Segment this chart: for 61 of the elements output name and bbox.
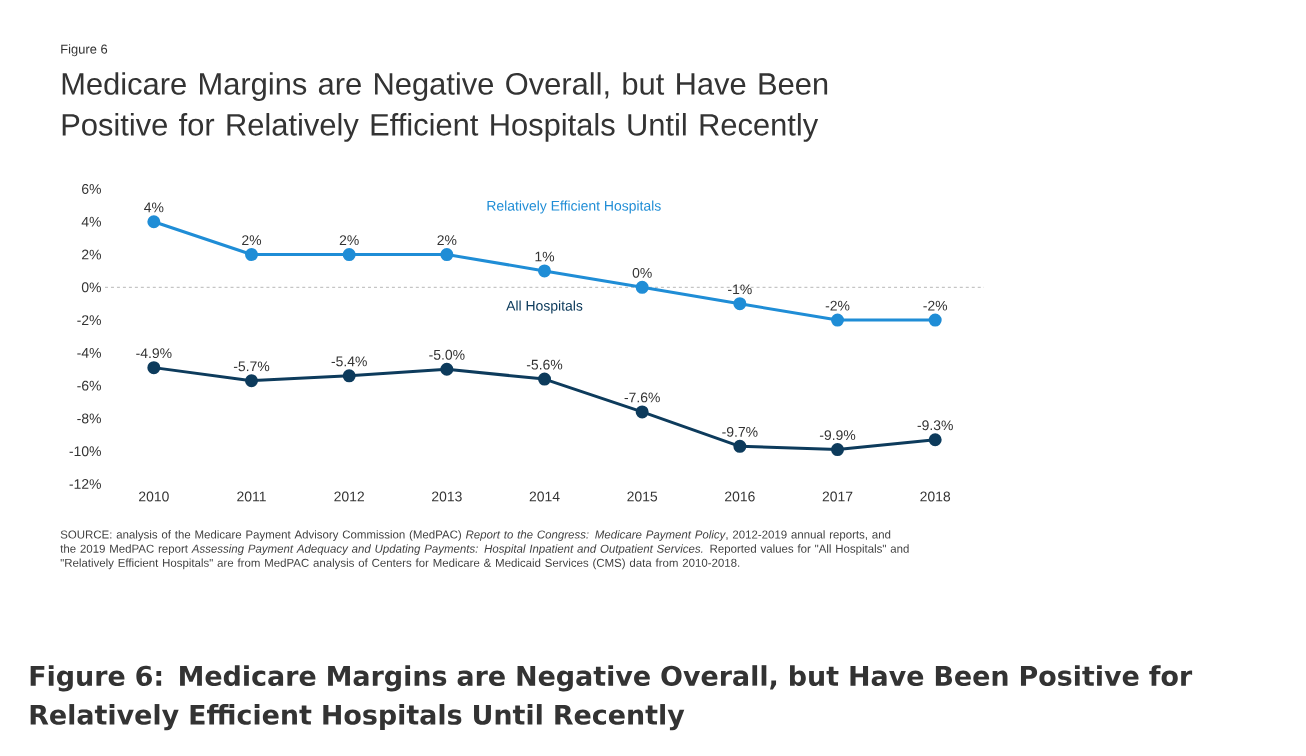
x-tick-label: 2014 [529, 491, 560, 502]
text: SOURCE: analysis of the Medicare Payment Advisory Commission (MedPAC) Report to the Congress: Medicare Payment Policy, 2012-2019 annual reports, and the 2019 MedPAC report Assessing Payment Adequacy and Updating Payments: Hospital Inpatient and Outpatient Services. Reported values for "All Hospitals" and "Relatively Efficient Hospitals" are from MedPAC analysis of Centers for Medicare & Medicaid Services (CMS) data from 2010-2018. [60, 530, 909, 570]
chart-title: Medicare Margins are Negative Overall, but Have Been Positive for Relatively Efficient Hospitals Until Recently [62, 72, 828, 142]
y-tick-label: 2% [82, 249, 101, 260]
x-tick-label: 2010 [139, 491, 169, 502]
caption: Figure 6 [61, 44, 108, 57]
data-label: -5.4% [331, 356, 367, 367]
point [342, 248, 356, 262]
data-label: -9.9% [819, 430, 856, 441]
point [147, 215, 161, 229]
y-tick-label: -6% [77, 380, 101, 391]
data-label: -2% [825, 300, 850, 311]
data-label: -1% [728, 284, 752, 295]
data-label: -7.6% [624, 392, 660, 403]
data-label: -9.3% [917, 420, 953, 431]
point [928, 433, 942, 447]
point [831, 313, 845, 327]
x-tick-label: 2011 [237, 491, 266, 502]
point [733, 439, 747, 453]
point [440, 248, 454, 262]
data-label: -4.9% [136, 348, 172, 359]
y-tick-label: 6% [82, 184, 101, 194]
y-tick-label: 0% [81, 282, 101, 293]
y-tick-label: -12% [69, 479, 101, 489]
data-label: -5.6% [526, 359, 563, 370]
caption: Figure 6: Medicare Margins are Negative Overall, but Have Been Positive for Relatively Efficient Hospitals Until Recently [30, 665, 1193, 731]
point [538, 264, 552, 278]
point [538, 372, 552, 386]
y-tick-label: 4% [81, 216, 101, 227]
x-tick-label: 2015 [627, 491, 658, 502]
y-tick-label: -2% [77, 315, 101, 326]
data-label: 2% [242, 235, 262, 246]
y-tick-label: -8% [77, 413, 101, 424]
point [733, 297, 747, 311]
x-tick-label: 2012 [334, 491, 364, 502]
y-tick-label: -4% [77, 347, 101, 358]
data-label: -2% [923, 300, 948, 311]
data-label: 4% [144, 202, 164, 213]
x-tick-label: 2016 [725, 491, 755, 502]
data-label: 2% [339, 235, 359, 246]
x-tick-label: 2018 [920, 491, 951, 502]
point [245, 374, 258, 388]
text: All Hospitals [506, 300, 583, 314]
point [245, 248, 258, 262]
data-label: -9.7% [722, 426, 758, 437]
data-label: 0% [632, 267, 652, 278]
point [635, 280, 649, 294]
point [440, 362, 454, 376]
text: Relatively Efficient Hospitals [487, 200, 661, 214]
data-label: -5.7% [233, 361, 270, 372]
x-tick-label: 2017 [822, 491, 853, 502]
x-tick-label: 2013 [432, 491, 462, 502]
point [342, 369, 356, 383]
point [147, 361, 161, 375]
point [831, 443, 845, 457]
point [928, 313, 942, 327]
data-label: 2% [437, 235, 457, 246]
point [635, 405, 649, 419]
data-label: -5.0% [429, 349, 465, 360]
y-tick-label: -10% [69, 446, 101, 457]
data-label: 1% [535, 251, 555, 262]
